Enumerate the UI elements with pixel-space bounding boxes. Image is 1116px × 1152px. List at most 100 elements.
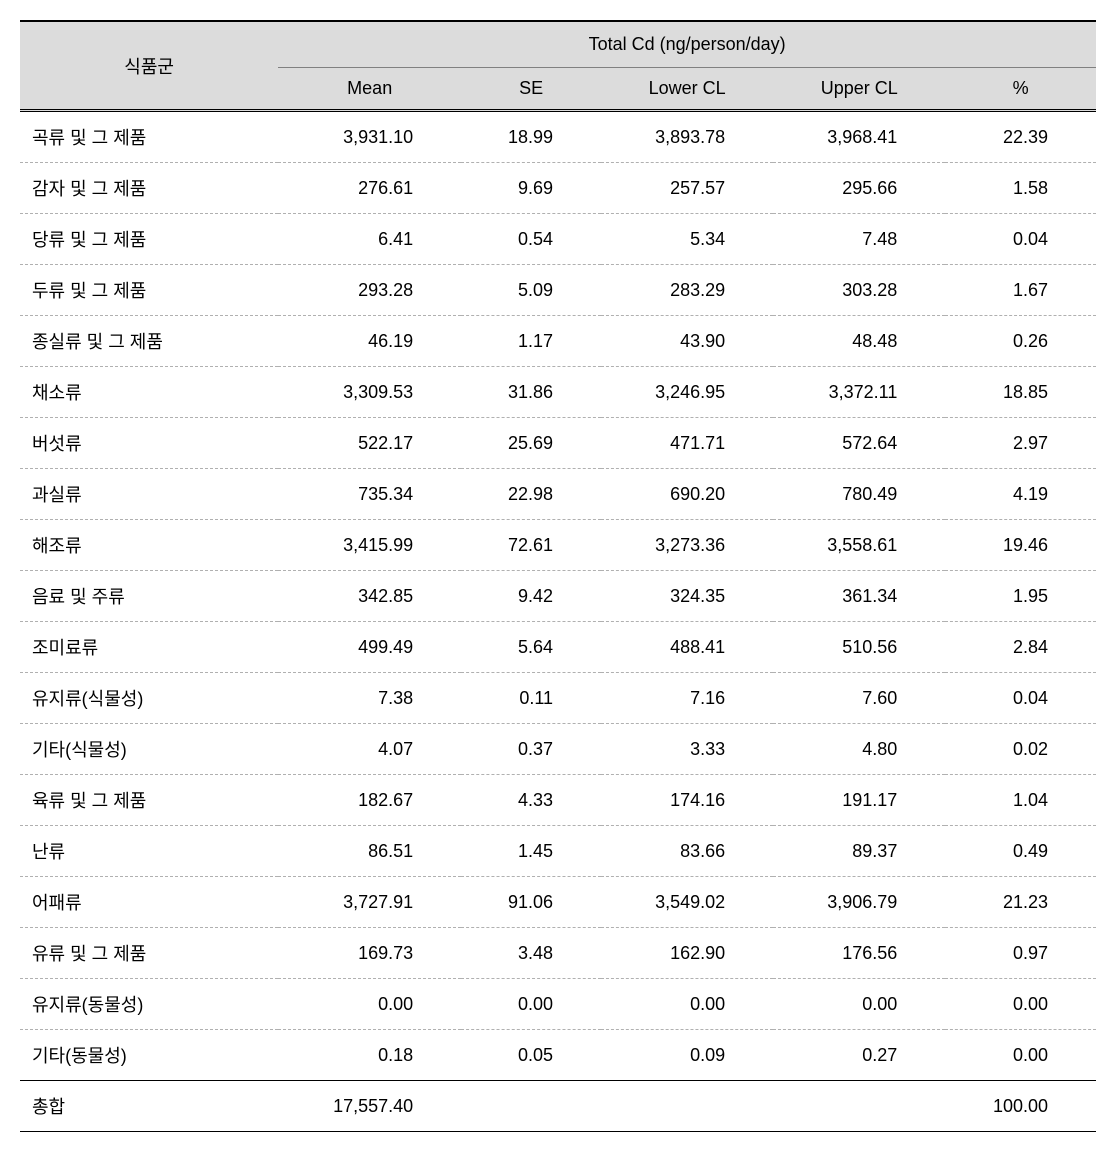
cell-se: 72.61 (461, 520, 601, 571)
cell-mean: 293.28 (278, 265, 461, 316)
cell-se: 31.86 (461, 367, 601, 418)
cell-label: 해조류 (20, 520, 278, 571)
cell-label: 두류 및 그 제품 (20, 265, 278, 316)
cell-lower: 3,246.95 (601, 367, 773, 418)
cell-mean: 3,727.91 (278, 877, 461, 928)
cell-se: 91.06 (461, 877, 601, 928)
cell-upper: 7.60 (773, 673, 945, 724)
cell-mean: 3,415.99 (278, 520, 461, 571)
cell-se: 18.99 (461, 111, 601, 163)
cell-upper: 0.00 (773, 979, 945, 1030)
total-upper (773, 1081, 945, 1132)
cell-pct: 1.95 (945, 571, 1096, 622)
cell-lower: 3.33 (601, 724, 773, 775)
cell-upper: 361.34 (773, 571, 945, 622)
table-row: 기타(식물성)4.070.373.334.800.02 (20, 724, 1096, 775)
cell-upper: 295.66 (773, 163, 945, 214)
cell-pct: 0.02 (945, 724, 1096, 775)
cell-label: 당류 및 그 제품 (20, 214, 278, 265)
cell-label: 버섯류 (20, 418, 278, 469)
cell-lower: 83.66 (601, 826, 773, 877)
cell-mean: 3,309.53 (278, 367, 461, 418)
table-row: 버섯류522.1725.69471.71572.642.97 (20, 418, 1096, 469)
cell-label: 기타(동물성) (20, 1030, 278, 1081)
cell-se: 4.33 (461, 775, 601, 826)
cell-upper: 4.80 (773, 724, 945, 775)
cell-label: 채소류 (20, 367, 278, 418)
cell-upper: 780.49 (773, 469, 945, 520)
cell-mean: 46.19 (278, 316, 461, 367)
cell-mean: 735.34 (278, 469, 461, 520)
cell-lower: 7.16 (601, 673, 773, 724)
cell-mean: 7.38 (278, 673, 461, 724)
cell-lower: 3,549.02 (601, 877, 773, 928)
table-row: 유류 및 그 제품169.733.48162.90176.560.97 (20, 928, 1096, 979)
cell-se: 0.05 (461, 1030, 601, 1081)
cell-mean: 522.17 (278, 418, 461, 469)
table-row: 과실류735.3422.98690.20780.494.19 (20, 469, 1096, 520)
table-row: 음료 및 주류342.859.42324.35361.341.95 (20, 571, 1096, 622)
cell-pct: 0.00 (945, 1030, 1096, 1081)
table-row: 어패류3,727.9191.063,549.023,906.7921.23 (20, 877, 1096, 928)
table-row: 두류 및 그 제품293.285.09283.29303.281.67 (20, 265, 1096, 316)
cell-mean: 0.18 (278, 1030, 461, 1081)
cell-pct: 1.67 (945, 265, 1096, 316)
cell-lower: 257.57 (601, 163, 773, 214)
cell-label: 감자 및 그 제품 (20, 163, 278, 214)
cell-mean: 169.73 (278, 928, 461, 979)
cell-upper: 3,558.61 (773, 520, 945, 571)
cell-upper: 7.48 (773, 214, 945, 265)
cell-label: 난류 (20, 826, 278, 877)
header-col-mean: Mean (278, 68, 461, 111)
table-header: 식품군 Total Cd (ng/person/day) Mean SE Low… (20, 21, 1096, 111)
cell-se: 0.11 (461, 673, 601, 724)
cell-label: 유지류(동물성) (20, 979, 278, 1030)
header-col-upper: Upper CL (773, 68, 945, 111)
header-col-se: SE (461, 68, 601, 111)
cell-lower: 3,273.36 (601, 520, 773, 571)
cell-pct: 1.58 (945, 163, 1096, 214)
cell-label: 육류 및 그 제품 (20, 775, 278, 826)
cell-label: 곡류 및 그 제품 (20, 111, 278, 163)
cell-upper: 0.27 (773, 1030, 945, 1081)
cell-lower: 471.71 (601, 418, 773, 469)
table-total-row: 총합17,557.40100.00 (20, 1081, 1096, 1132)
table-row: 당류 및 그 제품6.410.545.347.480.04 (20, 214, 1096, 265)
cell-lower: 488.41 (601, 622, 773, 673)
total-label: 총합 (20, 1081, 278, 1132)
cell-mean: 6.41 (278, 214, 461, 265)
table-row: 난류86.511.4583.6689.370.49 (20, 826, 1096, 877)
cell-lower: 3,893.78 (601, 111, 773, 163)
data-table: 식품군 Total Cd (ng/person/day) Mean SE Low… (20, 20, 1096, 1132)
cell-lower: 283.29 (601, 265, 773, 316)
cell-lower: 324.35 (601, 571, 773, 622)
header-group-label: Total Cd (ng/person/day) (278, 21, 1096, 68)
cell-pct: 0.97 (945, 928, 1096, 979)
cell-label: 조미료류 (20, 622, 278, 673)
cell-pct: 0.04 (945, 673, 1096, 724)
cell-se: 5.64 (461, 622, 601, 673)
header-col-lower: Lower CL (601, 68, 773, 111)
header-col-pct: % (945, 68, 1096, 111)
header-row-label: 식품군 (20, 21, 278, 111)
table-row: 해조류3,415.9972.613,273.363,558.6119.46 (20, 520, 1096, 571)
cell-upper: 3,906.79 (773, 877, 945, 928)
cell-se: 5.09 (461, 265, 601, 316)
cell-pct: 0.04 (945, 214, 1096, 265)
table-row: 유지류(동물성)0.000.000.000.000.00 (20, 979, 1096, 1030)
cell-pct: 2.84 (945, 622, 1096, 673)
total-lower (601, 1081, 773, 1132)
cell-lower: 174.16 (601, 775, 773, 826)
table-row: 감자 및 그 제품276.619.69257.57295.661.58 (20, 163, 1096, 214)
cell-lower: 43.90 (601, 316, 773, 367)
cell-se: 1.45 (461, 826, 601, 877)
cell-label: 유지류(식물성) (20, 673, 278, 724)
cell-pct: 0.49 (945, 826, 1096, 877)
cell-se: 22.98 (461, 469, 601, 520)
table-row: 조미료류499.495.64488.41510.562.84 (20, 622, 1096, 673)
cell-upper: 191.17 (773, 775, 945, 826)
cell-se: 9.42 (461, 571, 601, 622)
cell-upper: 572.64 (773, 418, 945, 469)
cell-mean: 342.85 (278, 571, 461, 622)
table-row: 종실류 및 그 제품46.191.1743.9048.480.26 (20, 316, 1096, 367)
